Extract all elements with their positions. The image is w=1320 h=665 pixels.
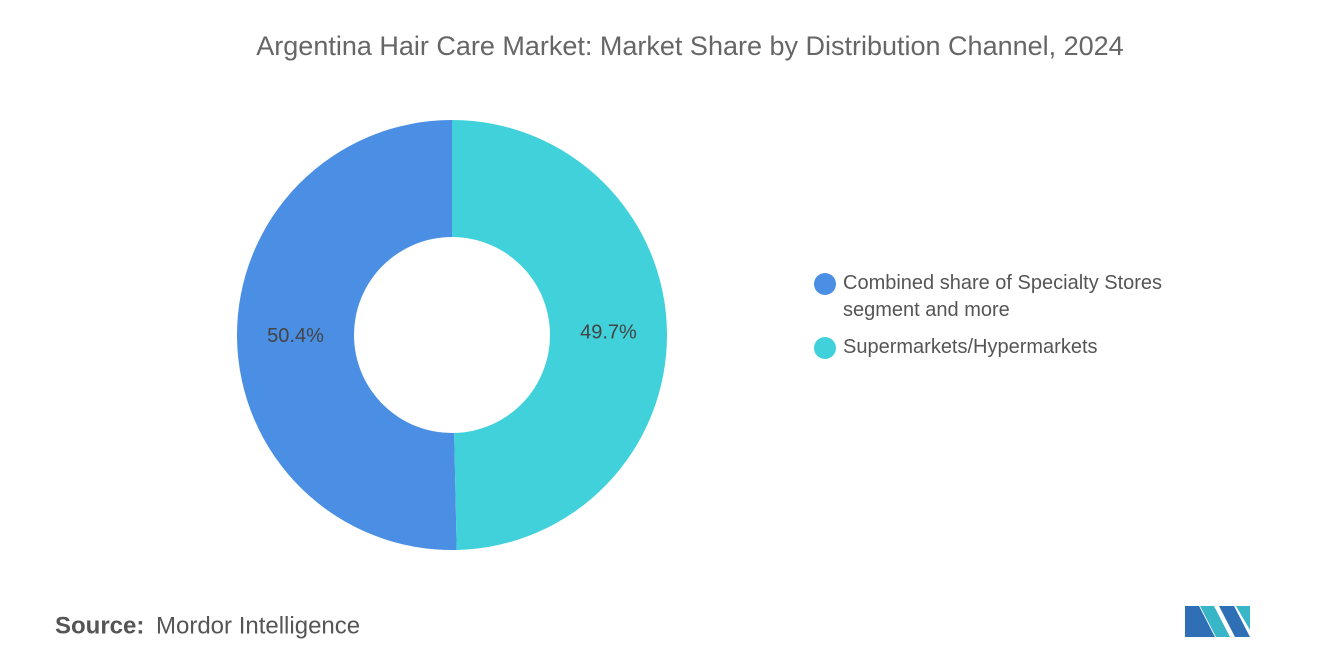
data-label: 49.7% <box>580 322 637 344</box>
source-label: Source: <box>55 612 144 639</box>
logo-shape <box>1219 606 1250 637</box>
legend-item: Combined share of Specialty Stores segme… <box>814 270 1214 324</box>
legend: Combined share of Specialty Stores segme… <box>814 270 1214 371</box>
logo-shape <box>1200 606 1230 637</box>
donut-slice <box>452 120 668 550</box>
legend-label: Supermarkets/Hypermarkets <box>843 336 1098 358</box>
logo-shape <box>1236 606 1250 630</box>
legend-item: Supermarkets/Hypermarkets <box>814 334 1214 361</box>
legend-marker <box>814 273 836 295</box>
donut: 50.4% 49.7% <box>237 120 668 550</box>
logo-shape <box>1185 606 1215 637</box>
legend-label: Combined share of Specialty Stores segme… <box>843 272 1163 321</box>
source: Mordor Intelligence <box>156 612 360 639</box>
donut-slice <box>237 120 457 550</box>
logo <box>1185 606 1250 637</box>
chart-title: Argentina Hair Care Market: Market Share… <box>256 31 1123 61</box>
data-label: 50.4% <box>267 325 324 347</box>
legend-marker <box>814 337 836 359</box>
